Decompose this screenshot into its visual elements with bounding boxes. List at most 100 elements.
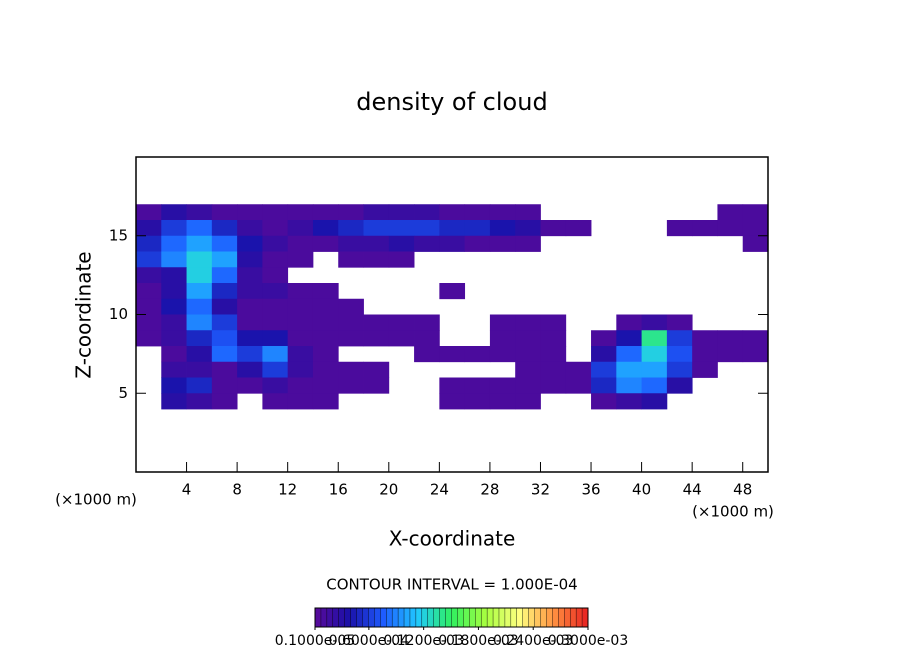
cell (565, 377, 592, 394)
cell (237, 220, 263, 237)
cell (540, 236, 566, 252)
cell (692, 220, 718, 237)
cell (237, 314, 263, 331)
cell (136, 283, 162, 300)
cell (414, 252, 440, 268)
cell (692, 252, 718, 268)
cell (692, 204, 718, 220)
colorbar-band (320, 607, 328, 628)
cell (338, 267, 364, 283)
y-tick-label: 15 (109, 226, 128, 244)
cell (388, 220, 415, 237)
cell (262, 251, 289, 268)
cell (489, 314, 516, 331)
cell (743, 267, 769, 283)
cell (313, 267, 339, 283)
cell (186, 393, 213, 410)
cell (388, 235, 415, 252)
cell (591, 361, 617, 378)
cell (642, 267, 668, 283)
cell (388, 204, 415, 221)
x-tick-label: 32 (531, 481, 550, 499)
colorbar-band (469, 607, 476, 628)
cell (136, 267, 162, 284)
x-tick-label: 44 (683, 481, 702, 499)
cell (439, 377, 466, 394)
colorbar-band (522, 607, 530, 628)
cell (490, 299, 516, 315)
cell (439, 283, 466, 300)
cell (489, 346, 516, 363)
cell (489, 235, 516, 252)
cell (186, 204, 213, 221)
cell (591, 220, 617, 236)
cell (692, 299, 718, 315)
cell (616, 377, 642, 394)
cell (262, 267, 289, 284)
cell (262, 361, 289, 378)
cell (211, 330, 238, 347)
cell (465, 362, 491, 378)
cell (591, 299, 617, 315)
cell (616, 283, 642, 299)
cell (161, 314, 187, 331)
cell (414, 378, 440, 394)
cell (717, 378, 743, 394)
cell (565, 220, 592, 237)
colorbar-band (386, 607, 393, 628)
cell (464, 235, 491, 252)
cell (186, 267, 213, 284)
cell (414, 314, 440, 331)
plot-frame (135, 156, 769, 473)
cell (262, 314, 289, 331)
cell (211, 251, 238, 268)
colorbar-band (516, 607, 524, 628)
colorbar-band (350, 607, 358, 628)
colorbar-band (368, 607, 375, 628)
cell (489, 204, 516, 221)
colorbar-band (433, 607, 441, 628)
cell (364, 299, 390, 315)
cell (742, 346, 769, 363)
x-tick-label: 28 (480, 481, 499, 499)
cell (237, 377, 263, 394)
cell (439, 393, 466, 410)
colorbar-band (534, 607, 542, 628)
cell (136, 251, 162, 268)
cell (566, 236, 592, 252)
cell (136, 204, 162, 221)
colorbar-band (498, 607, 506, 628)
cell (540, 361, 567, 378)
cell (465, 330, 491, 346)
cell (666, 220, 693, 237)
cell (262, 330, 289, 347)
cell (363, 220, 390, 237)
cell (591, 393, 617, 410)
colorbar-band (344, 607, 352, 628)
cell (465, 283, 491, 299)
x-tick-label: 36 (581, 481, 600, 499)
cell (388, 314, 415, 331)
cell (186, 298, 213, 315)
x-tick-label: 24 (430, 481, 449, 499)
cell (237, 235, 263, 252)
cell (591, 236, 617, 252)
cell (591, 377, 617, 394)
x-tick-label: 16 (329, 481, 348, 499)
cell (667, 204, 693, 220)
colorbar-band (564, 607, 571, 628)
cell (262, 235, 289, 252)
cell (717, 283, 743, 299)
cell (262, 393, 289, 410)
cell (490, 252, 516, 268)
cell (287, 235, 314, 252)
cell (717, 330, 744, 347)
cell (692, 393, 718, 409)
cell (515, 346, 541, 363)
heatmap (136, 204, 769, 410)
colorbar-band (558, 607, 565, 628)
cell (591, 330, 617, 347)
cell (515, 220, 541, 237)
cell (439, 267, 465, 283)
